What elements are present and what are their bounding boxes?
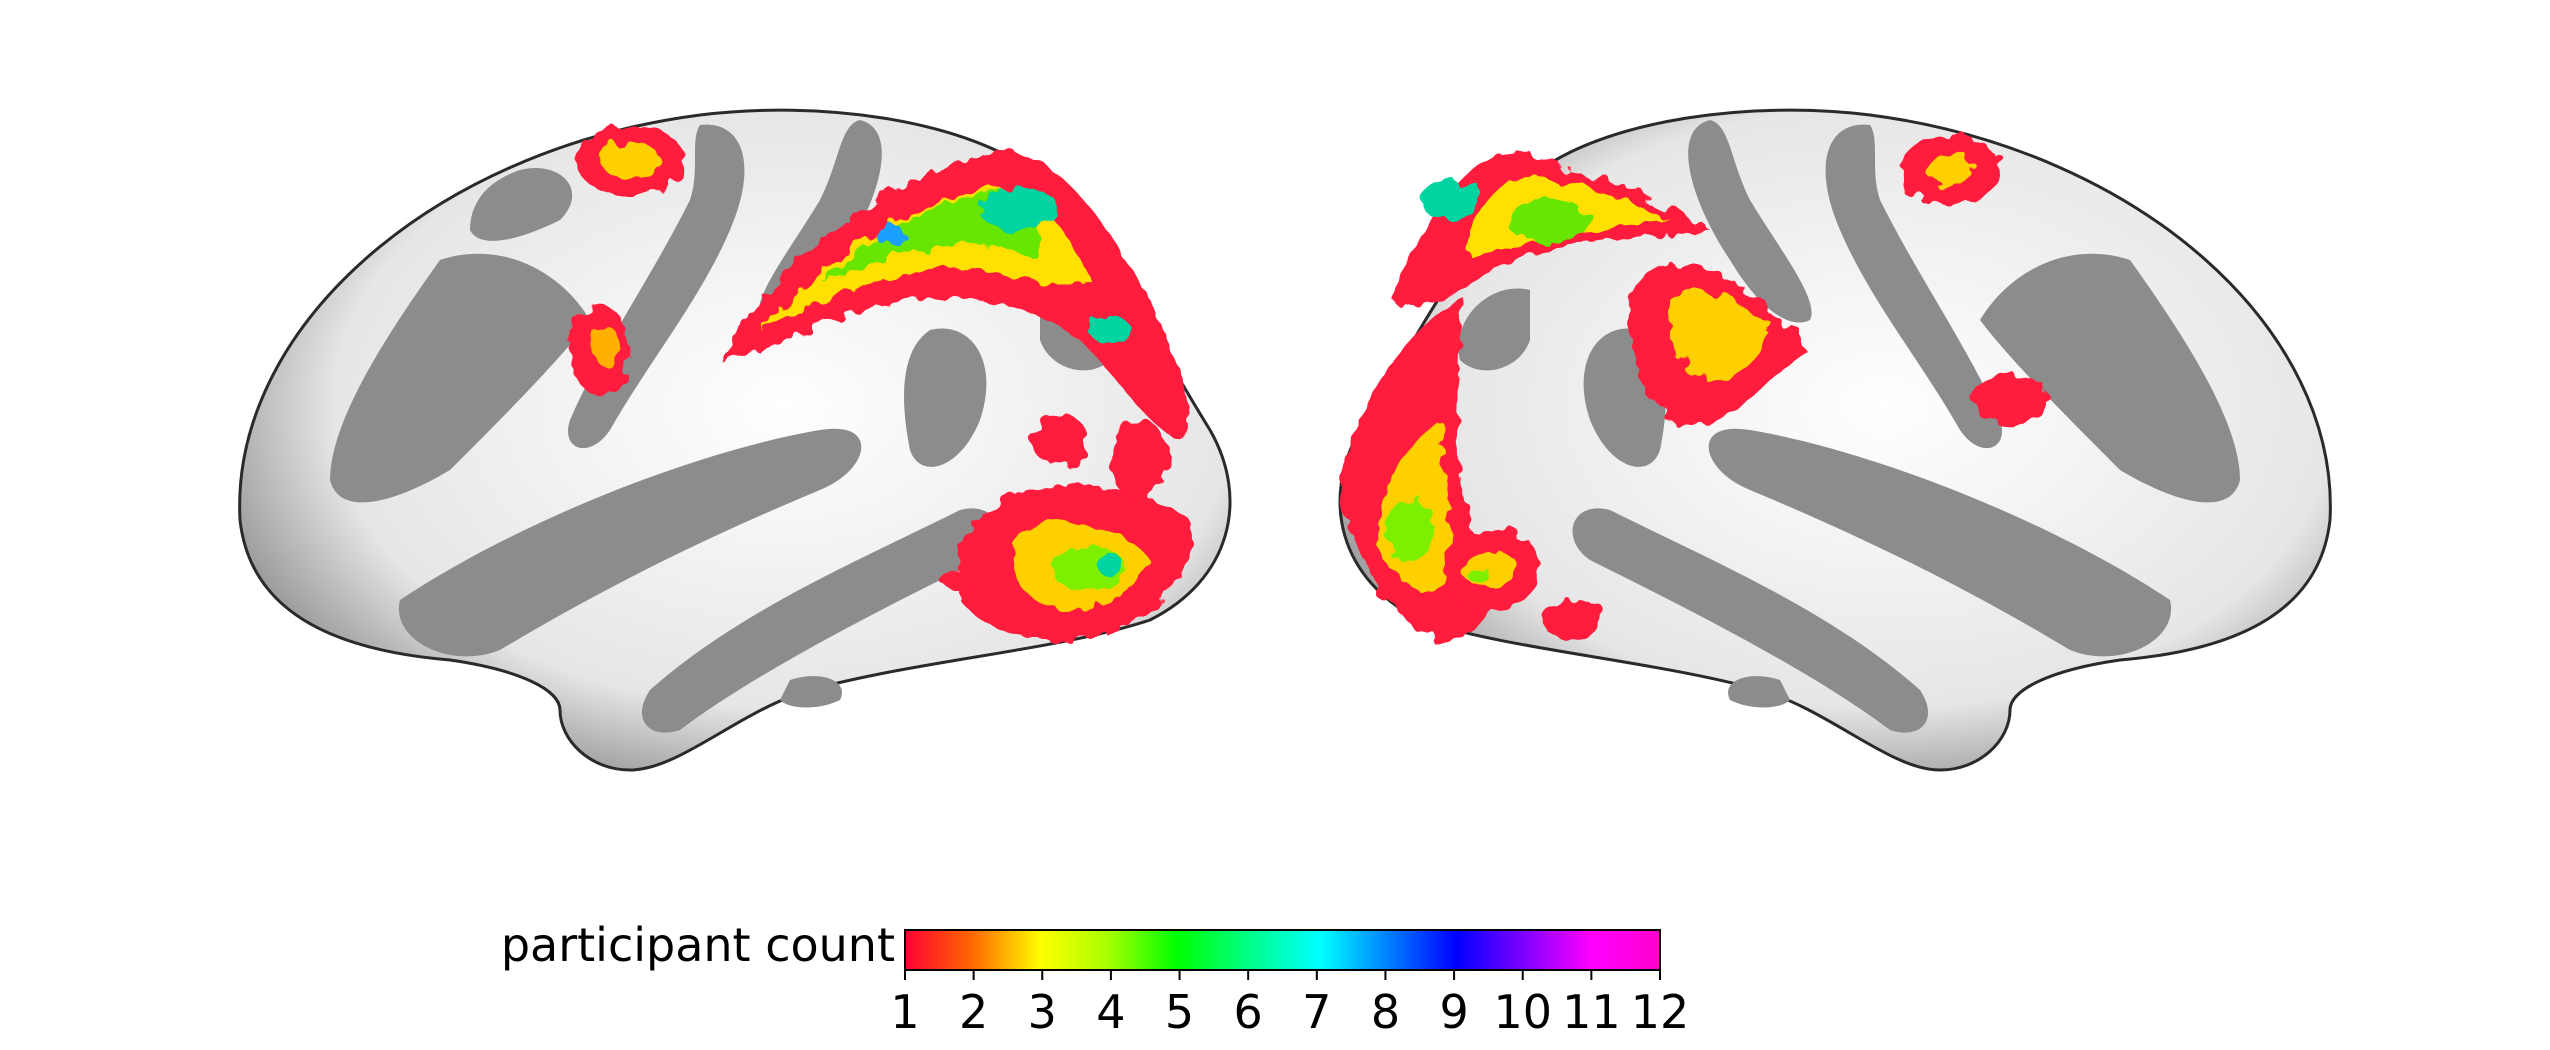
colorbar-tick-label: 5 [1165,985,1194,1039]
left-activation [570,125,1192,640]
colorbar-tick-label: 2 [959,985,988,1039]
colorbar-tick-label: 7 [1302,985,1331,1039]
colorbar-tick-label: 10 [1493,985,1552,1039]
colorbar-label: participant count [501,918,895,972]
right-sulci [1458,120,2240,733]
colorbar-tick-label: 9 [1439,985,1468,1039]
right-activation [1340,135,2050,640]
colorbar-tick-label: 8 [1371,985,1400,1039]
colorbar-tick-label: 12 [1631,985,1690,1039]
colorbar-tick-label: 4 [1096,985,1125,1039]
left-hemisphere [238,108,1232,772]
colorbar: participant count 1 2 3 4 5 6 7 8 9 10 11 12 [501,918,1689,1039]
right-hemisphere [1338,108,2332,772]
colorbar-tick-label: 3 [1028,985,1057,1039]
colorbar-gradient [904,929,1661,971]
colorbar-tick-label: 11 [1562,985,1621,1039]
colorbar-tick-label: 6 [1234,985,1263,1039]
colorbar-ticks: 1 2 3 4 5 6 7 8 9 10 11 12 [890,970,1689,1039]
colorbar-tick-label: 1 [890,985,919,1039]
